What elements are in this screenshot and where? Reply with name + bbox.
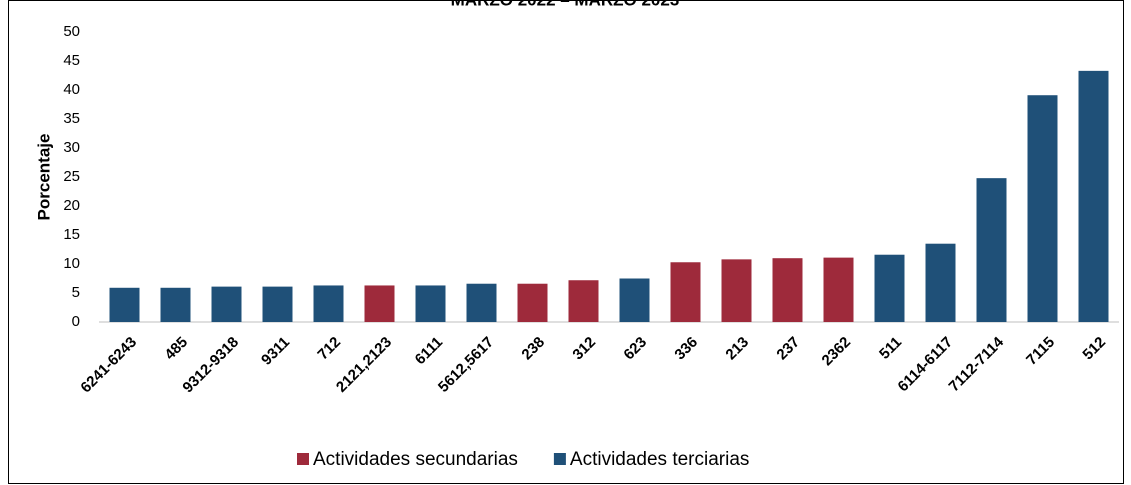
y-tick-label: 40 — [63, 81, 80, 98]
x-tick-label: 312 — [569, 334, 599, 364]
y-tick-label: 25 — [63, 168, 80, 185]
bar — [976, 178, 1007, 322]
x-tick-label: 336 — [671, 334, 701, 364]
y-tick-label: 0 — [72, 313, 80, 330]
x-tick-label: 237 — [773, 334, 803, 364]
x-tick-label: 623 — [620, 334, 650, 364]
x-tick-label: 5612,5617 — [435, 334, 497, 396]
bar — [619, 278, 650, 322]
bar — [670, 262, 701, 322]
y-tick-label: 5 — [72, 284, 80, 301]
bar — [874, 254, 905, 322]
y-tick-label: 35 — [63, 110, 80, 127]
legend-swatch — [553, 453, 566, 465]
bar — [160, 287, 191, 322]
x-tick-label: 485 — [161, 334, 191, 364]
x-tick-label: 512 — [1079, 334, 1109, 364]
x-tick-label: 2362 — [819, 334, 855, 370]
y-tick-label: 15 — [63, 226, 80, 243]
bar — [466, 283, 497, 322]
bar — [211, 286, 242, 322]
bar — [772, 258, 803, 322]
x-tick-label: 7112-7114 — [946, 333, 1008, 395]
x-tick-label: 9312-9318 — [179, 334, 242, 397]
y-tick-label: 10 — [63, 255, 80, 272]
bar — [568, 280, 599, 322]
bar — [1078, 70, 1109, 322]
y-tick-label: 20 — [63, 197, 80, 214]
x-tick-label: 238 — [518, 334, 548, 364]
bar — [1027, 95, 1058, 322]
x-tick-label: 7115 — [1023, 334, 1058, 369]
x-tick-label: 2121,2123 — [333, 334, 395, 396]
legend-swatch — [297, 453, 309, 465]
x-tick-label: 6114-6117 — [895, 334, 957, 396]
y-tick-label: 45 — [63, 52, 80, 69]
x-tick-label: 213 — [722, 334, 752, 364]
bar — [109, 287, 140, 322]
y-axis-label: Porcentaje — [34, 134, 53, 221]
bar — [925, 243, 956, 322]
x-tick-label: 9311 — [258, 334, 293, 369]
bar — [517, 283, 548, 322]
x-tick-label: 6111 — [412, 334, 446, 368]
x-tick-label: 712 — [314, 334, 344, 364]
x-tick-label: 6241-6243 — [77, 334, 140, 397]
chart-title: MARZO 2022 – MARZO 2023 — [451, 0, 680, 9]
bar — [721, 259, 752, 322]
y-tick-label: 50 — [63, 23, 80, 40]
x-tick-label: 511 — [876, 334, 905, 363]
bar — [823, 257, 854, 322]
chart-border — [8, 0, 1124, 484]
y-tick-label: 30 — [63, 139, 80, 156]
bar — [262, 286, 293, 322]
legend-label: Actividades secundarias — [313, 449, 518, 470]
bar — [364, 285, 395, 322]
legend-label: Actividades terciarias — [570, 449, 750, 470]
bar — [415, 285, 446, 322]
bar — [313, 285, 344, 322]
